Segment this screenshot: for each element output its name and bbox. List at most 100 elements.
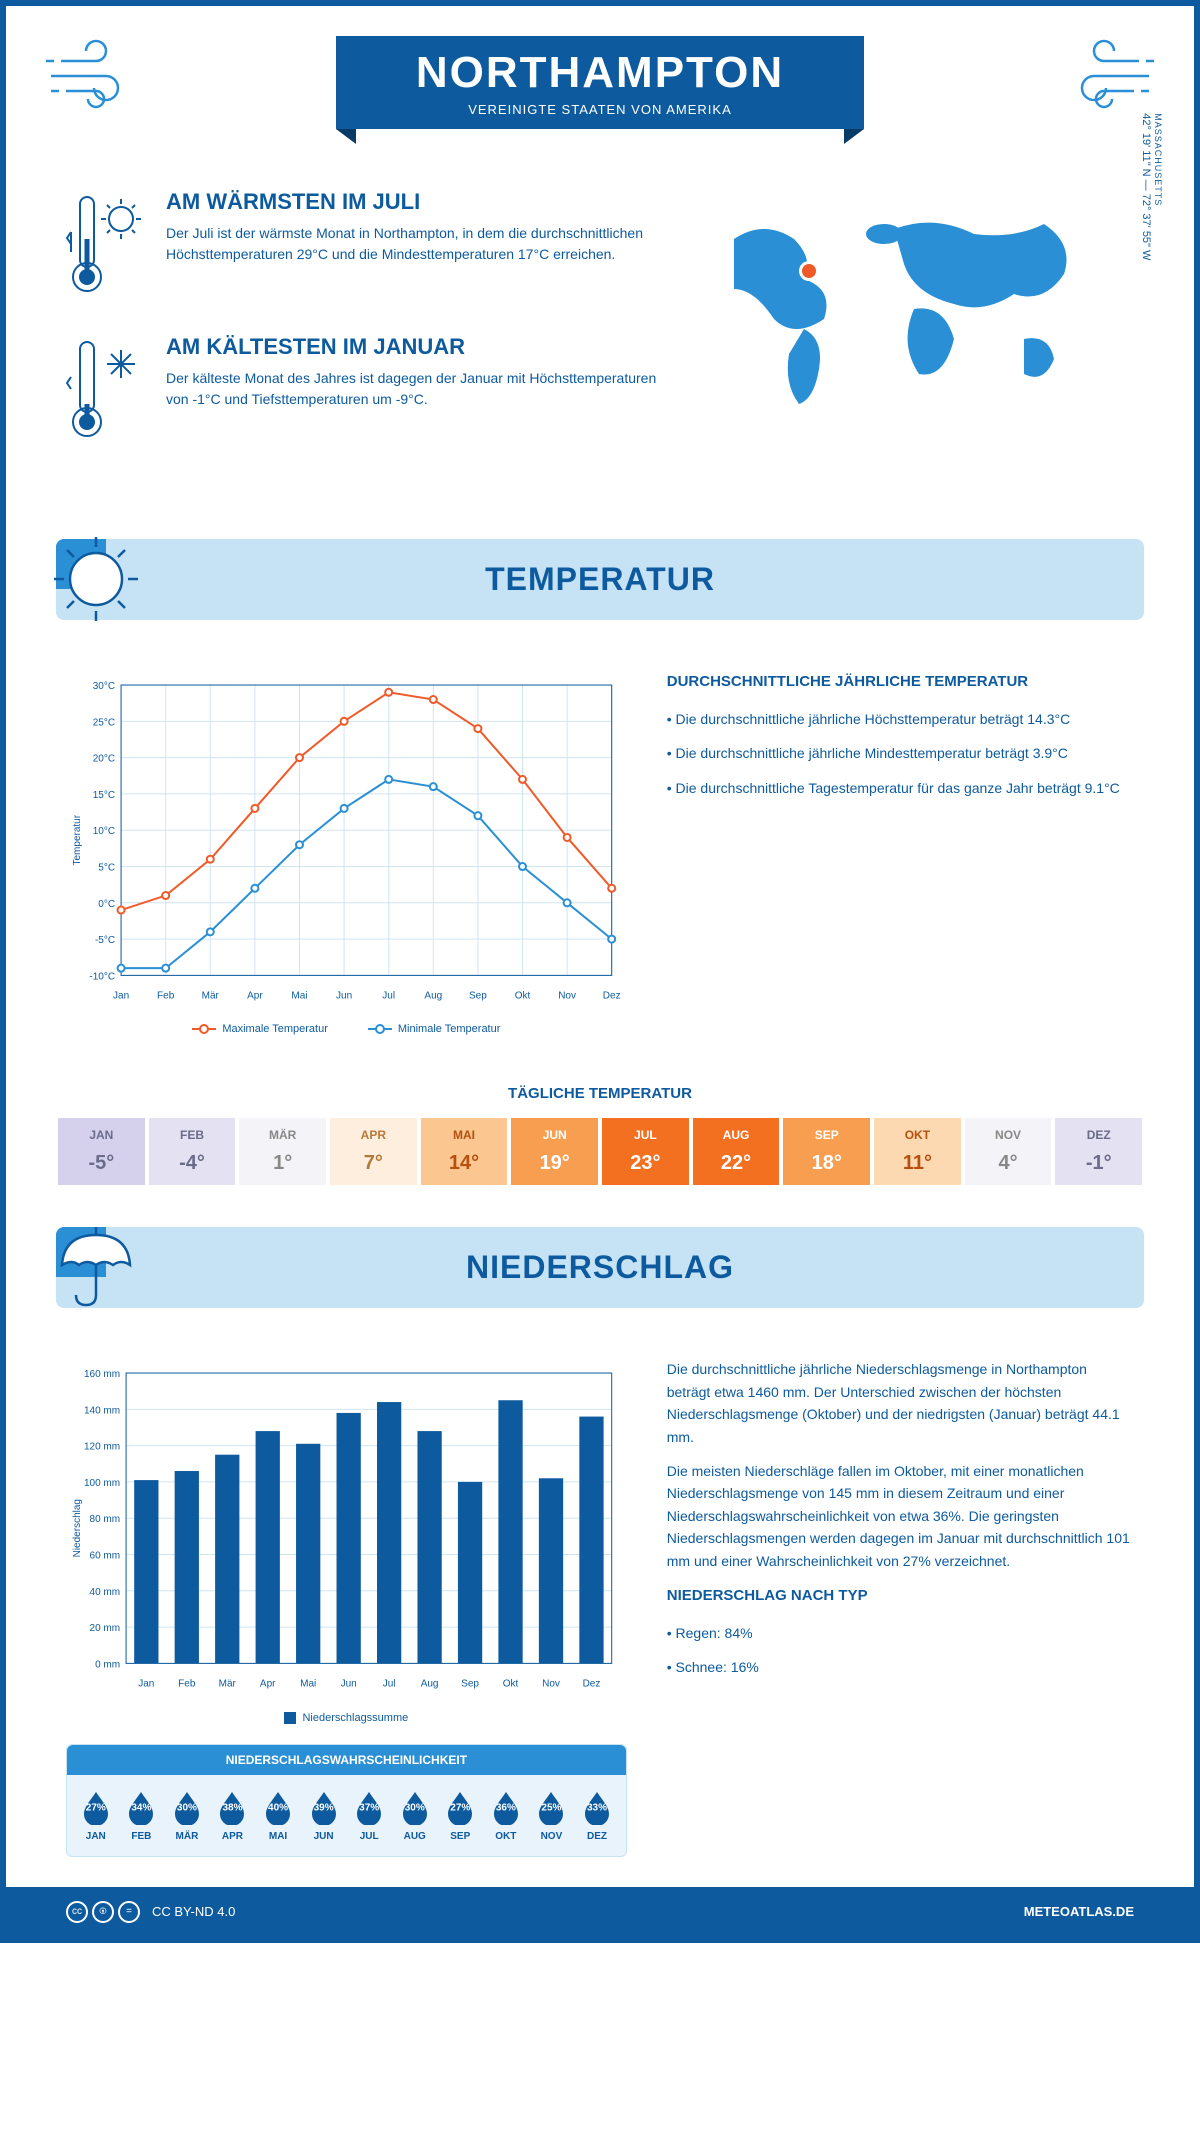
svg-text:Jul: Jul	[383, 1679, 396, 1690]
daily-month: DEZ	[1059, 1128, 1138, 1142]
world-map: MASSACHUSETTS 42° 19' 11" N — 72° 37' 55…	[714, 189, 1134, 479]
svg-text:60 mm: 60 mm	[90, 1551, 121, 1562]
daily-month: NOV	[969, 1128, 1048, 1142]
legend-precip: Niederschlagssumme	[284, 1712, 408, 1724]
umbrella-icon	[46, 1217, 146, 1317]
probability-month: APR	[210, 1831, 256, 1842]
warmest-text: AM WÄRMSTEN IM JULI Der Juli ist der wär…	[166, 189, 674, 304]
svg-text:20 mm: 20 mm	[90, 1624, 121, 1635]
probability-value: 37%	[359, 1802, 379, 1813]
footer: cc 🅯 = CC BY-ND 4.0 METEOATLAS.DE	[6, 1887, 1194, 1937]
probability-box: NIEDERSCHLAGSWAHRSCHEINLICHKEIT 27%JAN34…	[66, 1744, 627, 1857]
svg-text:Sep: Sep	[461, 1679, 479, 1690]
probability-cell: 30% MÄR	[164, 1789, 210, 1842]
daily-value: 14°	[425, 1152, 504, 1175]
warmest-block: AM WÄRMSTEN IM JULI Der Juli ist der wär…	[66, 189, 674, 304]
svg-text:Mär: Mär	[219, 1679, 237, 1690]
svg-text:-5°C: -5°C	[95, 935, 115, 946]
daily-cell: AUG22°	[691, 1116, 782, 1187]
wind-icon	[46, 36, 156, 121]
drop-icon: 40%	[260, 1789, 296, 1825]
header: NORTHAMPTON VEREINIGTE STAATEN VON AMERI…	[6, 6, 1194, 149]
annual-temp-title: DURCHSCHNITTLICHE JÄHRLICHE TEMPERATUR	[667, 670, 1134, 694]
svg-text:Jun: Jun	[336, 990, 352, 1001]
daily-cell: DEZ -1°	[1053, 1116, 1144, 1187]
drop-icon: 27%	[442, 1789, 478, 1825]
svg-text:Niederschlag: Niederschlag	[72, 1499, 83, 1557]
drop-icon: 30%	[169, 1789, 205, 1825]
svg-text:5°C: 5°C	[98, 863, 115, 874]
probability-cell: 25%NOV	[529, 1789, 575, 1842]
svg-text:Aug: Aug	[424, 990, 442, 1001]
daily-cell: APR7°	[328, 1116, 419, 1187]
svg-text:160 mm: 160 mm	[84, 1369, 120, 1380]
drop-icon: 39%	[306, 1789, 342, 1825]
daily-month: JUN	[515, 1128, 594, 1142]
legend-min-label: Minimale Temperatur	[398, 1023, 501, 1035]
thermometer-sun-icon	[66, 189, 146, 304]
drop-icon: 34%	[123, 1789, 159, 1825]
svg-text:140 mm: 140 mm	[84, 1406, 120, 1417]
probability-value: 33%	[587, 1802, 607, 1813]
temperature-title: TEMPERATUR	[96, 561, 1104, 598]
svg-text:120 mm: 120 mm	[84, 1442, 120, 1453]
svg-text:30°C: 30°C	[93, 681, 115, 692]
precipitation-text: Die durchschnittliche jährliche Niedersc…	[667, 1358, 1134, 1856]
probability-cell: 33%DEZ	[574, 1789, 620, 1842]
svg-text:0°C: 0°C	[98, 899, 115, 910]
probability-month: MÄR	[164, 1831, 210, 1842]
probability-value: 30%	[405, 1802, 425, 1813]
daily-value: 18°	[787, 1152, 866, 1175]
daily-month: MÄR	[243, 1128, 322, 1142]
svg-text:0 mm: 0 mm	[95, 1660, 120, 1671]
svg-text:100 mm: 100 mm	[84, 1478, 120, 1489]
daily-cell: FEB-4°	[147, 1116, 238, 1187]
daily-value: 19°	[515, 1152, 594, 1175]
region-label: MASSACHUSETTS	[1153, 113, 1163, 206]
daily-cell: OKT11°	[872, 1116, 963, 1187]
precipitation-legend: Niederschlagssumme	[66, 1712, 627, 1724]
svg-text:Dez: Dez	[583, 1679, 601, 1690]
svg-text:Jun: Jun	[341, 1679, 357, 1690]
sun-icon	[46, 529, 146, 629]
svg-text:Feb: Feb	[178, 1679, 196, 1690]
svg-text:Mai: Mai	[300, 1679, 316, 1690]
probability-value: 34%	[131, 1802, 151, 1813]
probability-month: FEB	[119, 1831, 165, 1842]
drop-icon: 25%	[533, 1789, 569, 1825]
wind-icon	[1044, 36, 1154, 121]
probability-value: 40%	[268, 1802, 288, 1813]
probability-title: NIEDERSCHLAGSWAHRSCHEINLICHKEIT	[67, 1745, 626, 1775]
daily-value: -1°	[1059, 1152, 1138, 1175]
drop-icon: 30%	[397, 1789, 433, 1825]
svg-text:Temperatur: Temperatur	[72, 814, 83, 865]
probability-month: AUG	[392, 1831, 438, 1842]
probability-value: 38%	[222, 1802, 242, 1813]
license-text: CC BY-ND 4.0	[152, 1904, 235, 1919]
svg-text:Jan: Jan	[113, 990, 129, 1001]
legend-max-label: Maximale Temperatur	[222, 1023, 328, 1035]
precip-p1: Die durchschnittliche jährliche Niedersc…	[667, 1358, 1134, 1448]
temperature-chart: -10°C-5°C0°C5°C10°C15°C20°C25°C30°CJanFe…	[66, 670, 627, 1035]
daily-value: 11°	[878, 1152, 957, 1175]
intro-text-column: AM WÄRMSTEN IM JULI Der Juli ist der wär…	[66, 189, 674, 479]
probability-cell: 36%OKT	[483, 1789, 529, 1842]
nd-icon: =	[118, 1901, 140, 1923]
daily-month: FEB	[153, 1128, 232, 1142]
warmest-title: AM WÄRMSTEN IM JULI	[166, 189, 674, 215]
legend-precip-label: Niederschlagssumme	[302, 1712, 408, 1724]
page: NORTHAMPTON VEREINIGTE STAATEN VON AMERI…	[0, 0, 1200, 1943]
svg-text:Nov: Nov	[558, 990, 576, 1001]
temperature-section-title: TEMPERATUR	[56, 539, 1144, 620]
probability-cell: 37%JUL	[346, 1789, 392, 1842]
daily-month: JUL	[606, 1128, 685, 1142]
annual-bullet: • Die durchschnittliche jährliche Mindes…	[667, 742, 1134, 764]
probability-cell: 34% FEB	[119, 1789, 165, 1842]
probability-value: 39%	[314, 1802, 334, 1813]
by-icon: 🅯	[92, 1901, 114, 1923]
svg-text:15°C: 15°C	[93, 790, 115, 801]
svg-text:Mär: Mär	[202, 990, 220, 1001]
title-banner: NORTHAMPTON VEREINIGTE STAATEN VON AMERI…	[336, 36, 864, 129]
svg-text:Jul: Jul	[382, 990, 395, 1001]
svg-text:Okt: Okt	[503, 1679, 519, 1690]
